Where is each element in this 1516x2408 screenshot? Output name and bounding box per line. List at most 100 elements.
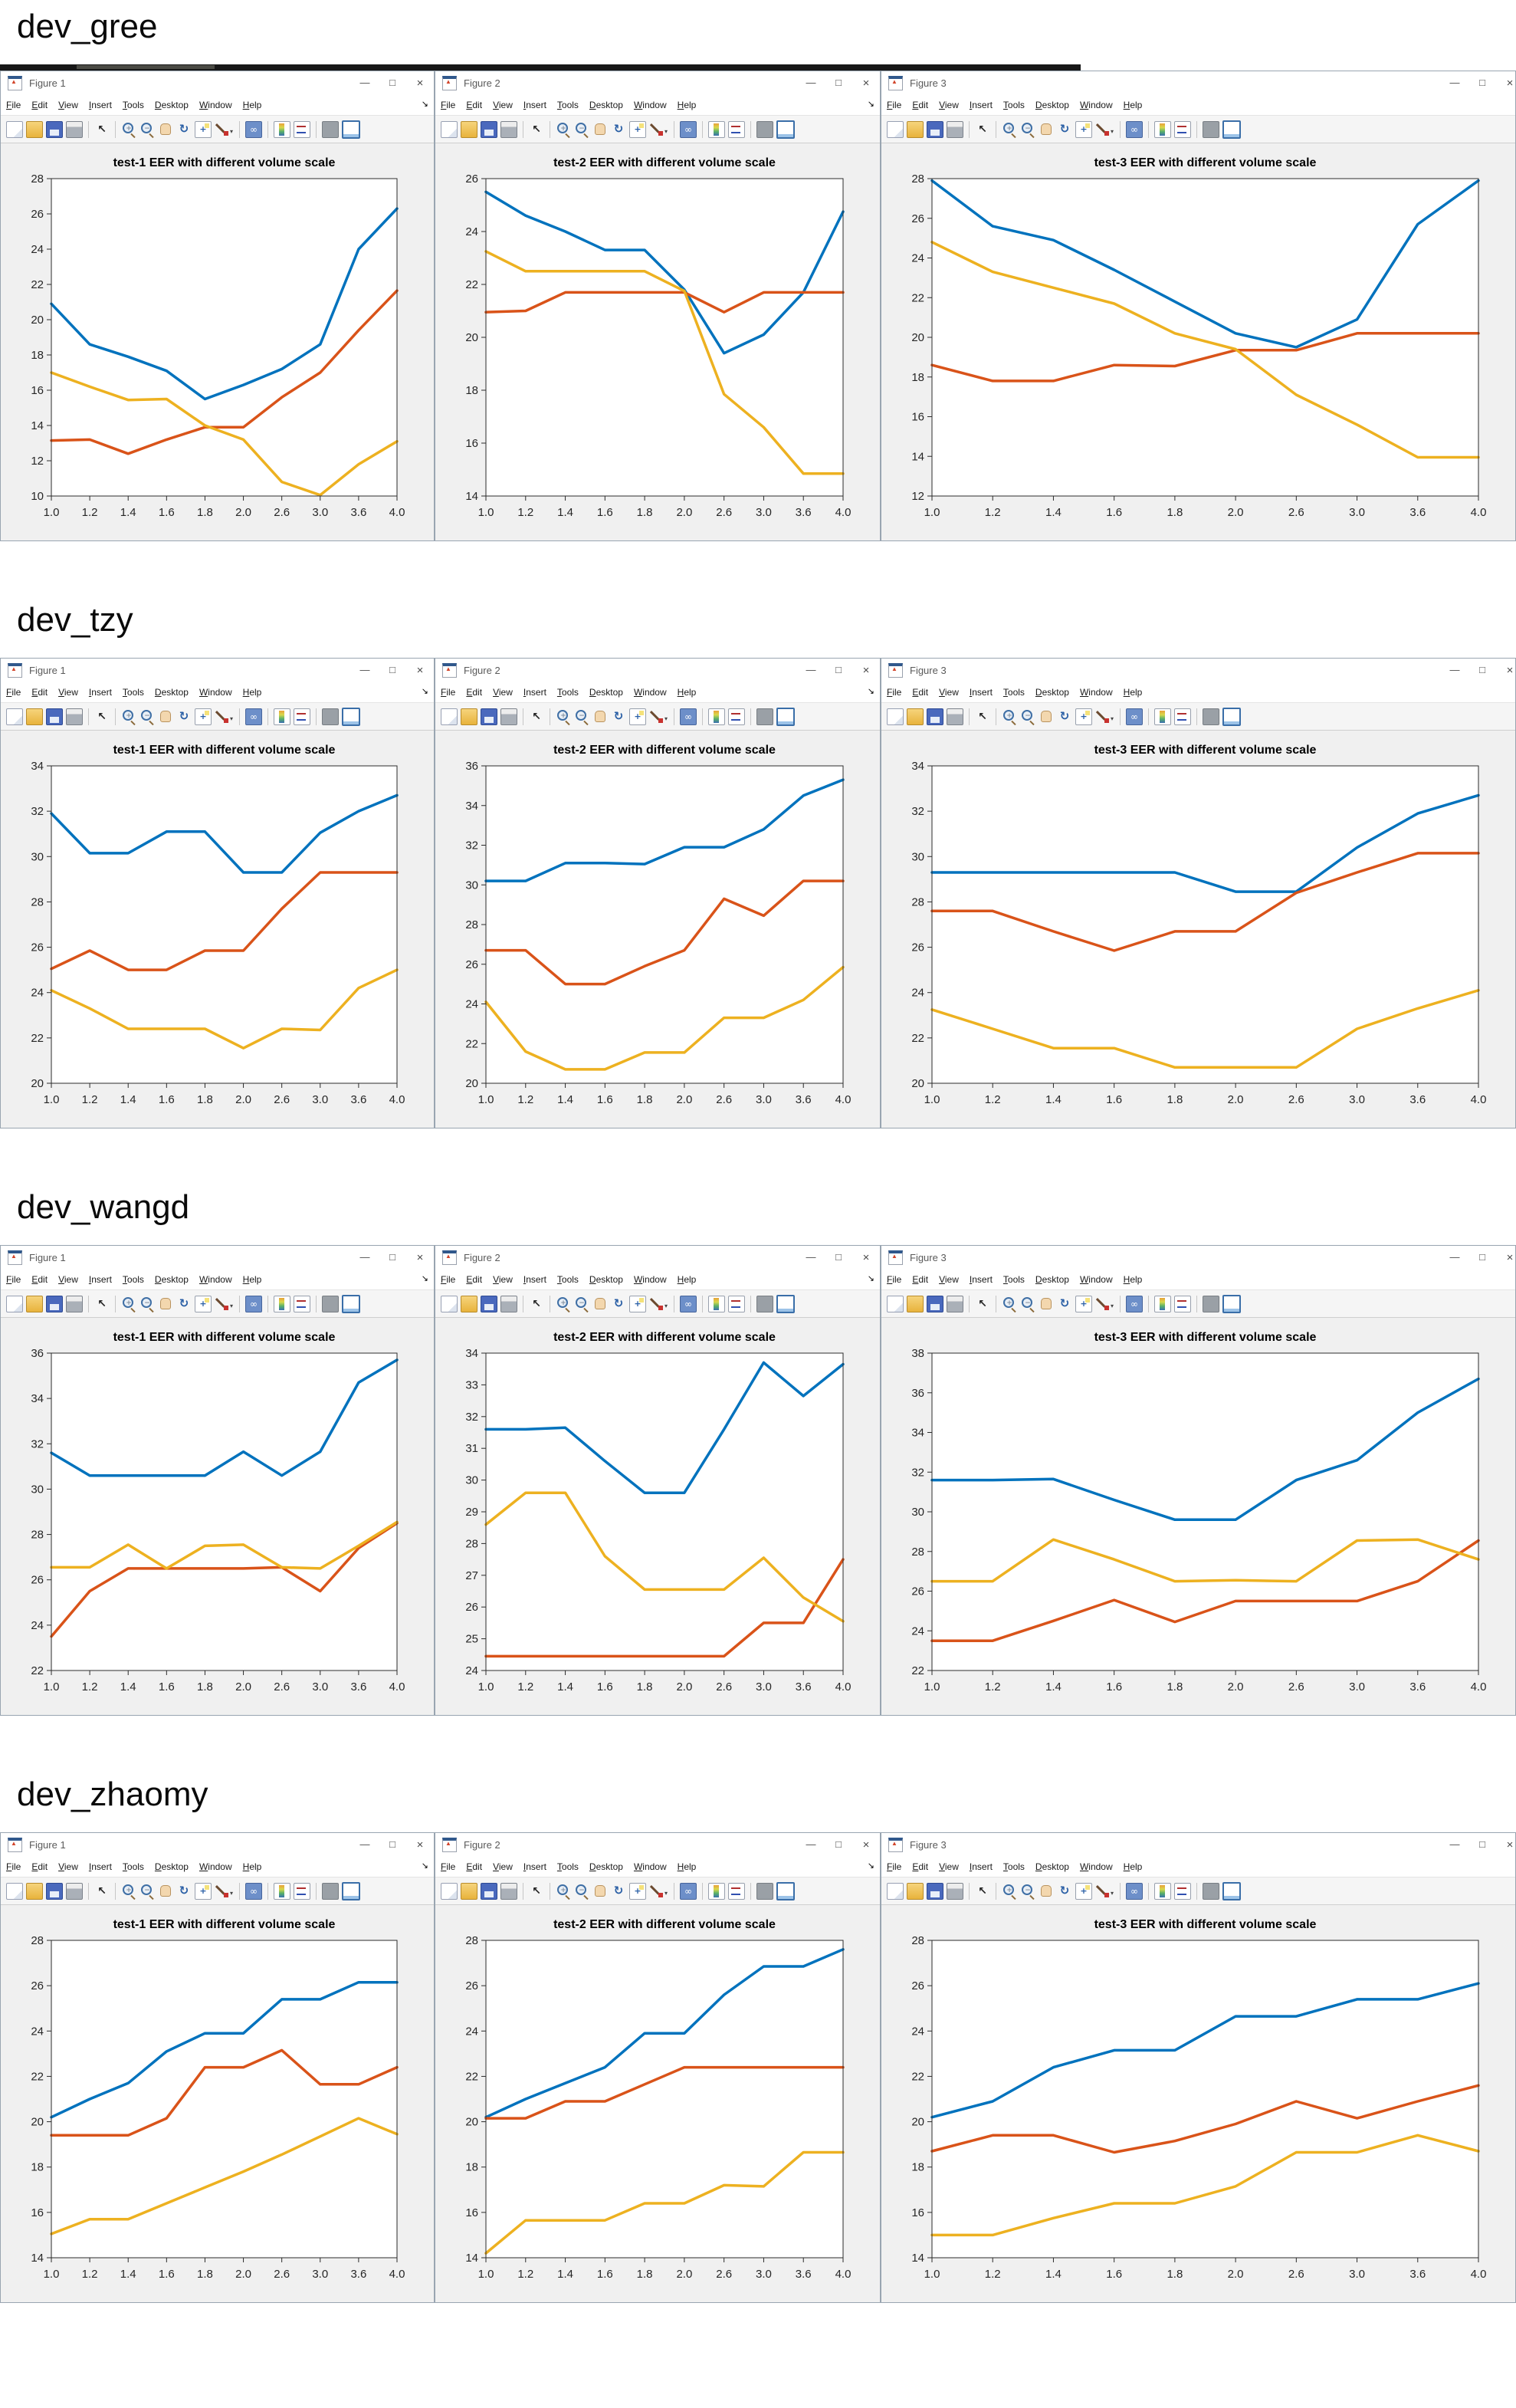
- new-figure-icon[interactable]: [887, 1882, 904, 1900]
- menu-item-edit[interactable]: Edit: [912, 100, 929, 110]
- pan-icon[interactable]: [1039, 709, 1054, 724]
- new-figure-icon[interactable]: [441, 1295, 458, 1312]
- link-plot-icon[interactable]: ∞: [245, 708, 263, 725]
- open-file-icon[interactable]: [461, 120, 477, 138]
- pan-icon[interactable]: [158, 122, 173, 137]
- insert-legend-icon[interactable]: [728, 708, 746, 725]
- menu-item-edit[interactable]: Edit: [31, 1274, 48, 1285]
- save-figure-icon[interactable]: [46, 120, 63, 138]
- menu-item-tools[interactable]: Tools: [556, 100, 579, 110]
- insert-colorbar-icon[interactable]: [708, 120, 726, 138]
- menu-item-insert[interactable]: Insert: [969, 1861, 993, 1872]
- show-plot-tools-icon[interactable]: [342, 1294, 361, 1313]
- menu-overflow-icon[interactable]: ↘: [867, 1274, 874, 1283]
- data-cursor-icon[interactable]: +: [1075, 1295, 1092, 1312]
- close-button[interactable]: ×: [416, 664, 424, 677]
- menu-item-tools[interactable]: Tools: [556, 1861, 579, 1872]
- rotate-3d-icon[interactable]: ↻: [179, 1884, 189, 1897]
- zoom-out-icon[interactable]: −: [1020, 1296, 1035, 1312]
- link-plot-icon[interactable]: ∞: [245, 1882, 263, 1900]
- show-plot-tools-icon[interactable]: [776, 707, 796, 726]
- pan-icon[interactable]: [1039, 1884, 1054, 1899]
- zoom-out-icon[interactable]: −: [1020, 1884, 1035, 1899]
- save-figure-icon[interactable]: [46, 708, 63, 725]
- save-figure-icon[interactable]: [481, 120, 497, 138]
- save-figure-icon[interactable]: [927, 708, 943, 725]
- hide-plot-tools-icon[interactable]: [322, 708, 340, 725]
- save-figure-icon[interactable]: [481, 1295, 497, 1312]
- menu-item-insert[interactable]: Insert: [523, 687, 546, 698]
- menu-item-view[interactable]: View: [939, 1274, 959, 1285]
- zoom-out-icon[interactable]: −: [139, 1884, 155, 1899]
- menu-item-file[interactable]: File: [441, 687, 456, 698]
- hide-plot-tools-icon[interactable]: [322, 120, 340, 138]
- hide-plot-tools-icon[interactable]: [322, 1882, 340, 1900]
- rotate-3d-icon[interactable]: ↻: [179, 1296, 189, 1310]
- rotate-3d-icon[interactable]: ↻: [613, 122, 624, 136]
- menu-item-edit[interactable]: Edit: [912, 1274, 929, 1285]
- minimize-button[interactable]: —: [806, 1838, 816, 1850]
- zoom-in-icon[interactable]: +: [1002, 122, 1017, 137]
- link-plot-icon[interactable]: ∞: [1126, 1295, 1144, 1312]
- maximize-button[interactable]: □: [835, 1251, 842, 1263]
- menu-item-tools[interactable]: Tools: [122, 687, 144, 698]
- menu-item-edit[interactable]: Edit: [31, 100, 48, 110]
- menu-item-file[interactable]: File: [441, 100, 456, 110]
- menu-item-help[interactable]: Help: [677, 687, 697, 698]
- hide-plot-tools-icon[interactable]: [1203, 708, 1220, 725]
- menu-item-help[interactable]: Help: [1123, 1861, 1143, 1872]
- zoom-in-icon[interactable]: +: [556, 1296, 571, 1312]
- insert-legend-icon[interactable]: [294, 1295, 311, 1312]
- zoom-in-icon[interactable]: +: [1002, 1296, 1017, 1312]
- link-plot-icon[interactable]: ∞: [245, 120, 263, 138]
- print-figure-icon[interactable]: [947, 120, 963, 138]
- zoom-out-icon[interactable]: −: [574, 1296, 589, 1312]
- print-figure-icon[interactable]: [500, 1882, 517, 1900]
- menu-item-view[interactable]: View: [58, 100, 78, 110]
- menu-item-window[interactable]: Window: [633, 687, 667, 698]
- menu-item-view[interactable]: View: [58, 687, 78, 698]
- zoom-in-icon[interactable]: +: [1002, 1884, 1017, 1899]
- menu-item-file[interactable]: File: [6, 1274, 21, 1285]
- show-plot-tools-icon[interactable]: [776, 120, 796, 139]
- menu-item-window[interactable]: Window: [633, 1861, 667, 1872]
- zoom-out-icon[interactable]: −: [574, 122, 589, 137]
- menu-item-edit[interactable]: Edit: [466, 1274, 483, 1285]
- menu-item-file[interactable]: File: [887, 100, 902, 110]
- minimize-button[interactable]: —: [1449, 77, 1460, 88]
- close-button[interactable]: ×: [862, 77, 870, 90]
- zoom-out-icon[interactable]: −: [139, 1296, 155, 1312]
- zoom-out-icon[interactable]: −: [139, 709, 155, 724]
- print-figure-icon[interactable]: [500, 120, 517, 138]
- minimize-button[interactable]: —: [359, 664, 370, 675]
- print-figure-icon[interactable]: [66, 1295, 83, 1312]
- open-file-icon[interactable]: [26, 708, 43, 725]
- menu-overflow-icon[interactable]: ↘: [421, 1861, 428, 1871]
- dropdown-caret-icon[interactable]: ▾: [230, 128, 234, 135]
- link-plot-icon[interactable]: ∞: [680, 708, 697, 725]
- maximize-button[interactable]: □: [1479, 664, 1485, 675]
- save-figure-icon[interactable]: [46, 1295, 63, 1312]
- menu-item-desktop[interactable]: Desktop: [154, 100, 189, 110]
- window-titlebar[interactable]: Figure 3 — □ ×: [881, 1833, 1515, 1857]
- brush-data-icon[interactable]: [1095, 709, 1111, 724]
- link-plot-icon[interactable]: ∞: [1126, 708, 1144, 725]
- menu-item-desktop[interactable]: Desktop: [154, 687, 189, 698]
- print-figure-icon[interactable]: [500, 1295, 517, 1312]
- menu-item-desktop[interactable]: Desktop: [1035, 100, 1069, 110]
- dropdown-caret-icon[interactable]: ▾: [1111, 128, 1114, 135]
- close-button[interactable]: ×: [1506, 77, 1514, 90]
- print-figure-icon[interactable]: [66, 708, 83, 725]
- save-figure-icon[interactable]: [46, 1882, 63, 1900]
- insert-colorbar-icon[interactable]: [1154, 120, 1172, 138]
- close-button[interactable]: ×: [1506, 1251, 1514, 1264]
- window-titlebar[interactable]: Figure 2 — □ ×: [435, 1246, 880, 1270]
- dropdown-caret-icon[interactable]: ▾: [230, 1303, 234, 1309]
- menu-item-tools[interactable]: Tools: [556, 1274, 579, 1285]
- window-titlebar[interactable]: Figure 2 — □ ×: [435, 71, 880, 95]
- zoom-in-icon[interactable]: +: [121, 1884, 136, 1899]
- edit-plot-icon[interactable]: ↖: [532, 1297, 541, 1310]
- pan-icon[interactable]: [1039, 1296, 1054, 1312]
- new-figure-icon[interactable]: [6, 1295, 23, 1312]
- insert-legend-icon[interactable]: [1174, 120, 1192, 138]
